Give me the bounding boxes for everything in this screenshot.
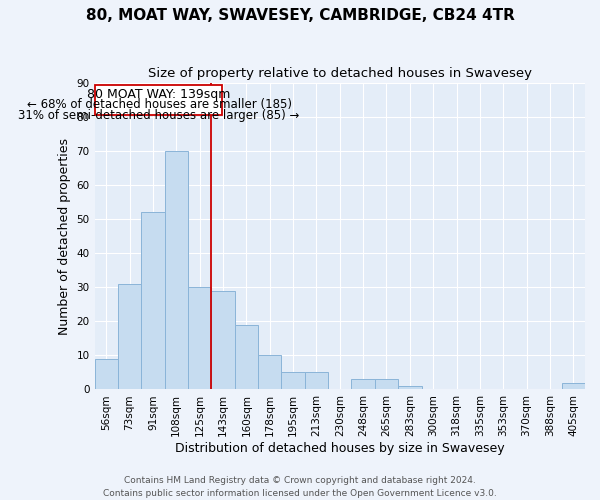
X-axis label: Distribution of detached houses by size in Swavesey: Distribution of detached houses by size … bbox=[175, 442, 505, 455]
FancyBboxPatch shape bbox=[95, 86, 223, 116]
Title: Size of property relative to detached houses in Swavesey: Size of property relative to detached ho… bbox=[148, 68, 532, 80]
Text: ← 68% of detached houses are smaller (185): ← 68% of detached houses are smaller (18… bbox=[26, 98, 292, 112]
Bar bbox=[562, 382, 585, 390]
Bar bbox=[398, 386, 422, 390]
Bar bbox=[188, 288, 211, 390]
Bar bbox=[281, 372, 305, 390]
Bar bbox=[235, 325, 258, 390]
Bar bbox=[164, 151, 188, 390]
Text: 80, MOAT WAY, SWAVESEY, CAMBRIDGE, CB24 4TR: 80, MOAT WAY, SWAVESEY, CAMBRIDGE, CB24 … bbox=[86, 8, 514, 22]
Bar bbox=[118, 284, 141, 390]
Y-axis label: Number of detached properties: Number of detached properties bbox=[58, 138, 71, 335]
Bar bbox=[141, 212, 164, 390]
Bar bbox=[352, 379, 375, 390]
Text: 31% of semi-detached houses are larger (85) →: 31% of semi-detached houses are larger (… bbox=[19, 108, 300, 122]
Bar bbox=[95, 359, 118, 390]
Bar bbox=[305, 372, 328, 390]
Bar bbox=[375, 379, 398, 390]
Text: 80 MOAT WAY: 139sqm: 80 MOAT WAY: 139sqm bbox=[88, 88, 231, 101]
Text: Contains HM Land Registry data © Crown copyright and database right 2024.
Contai: Contains HM Land Registry data © Crown c… bbox=[103, 476, 497, 498]
Bar bbox=[211, 290, 235, 390]
Bar bbox=[258, 356, 281, 390]
